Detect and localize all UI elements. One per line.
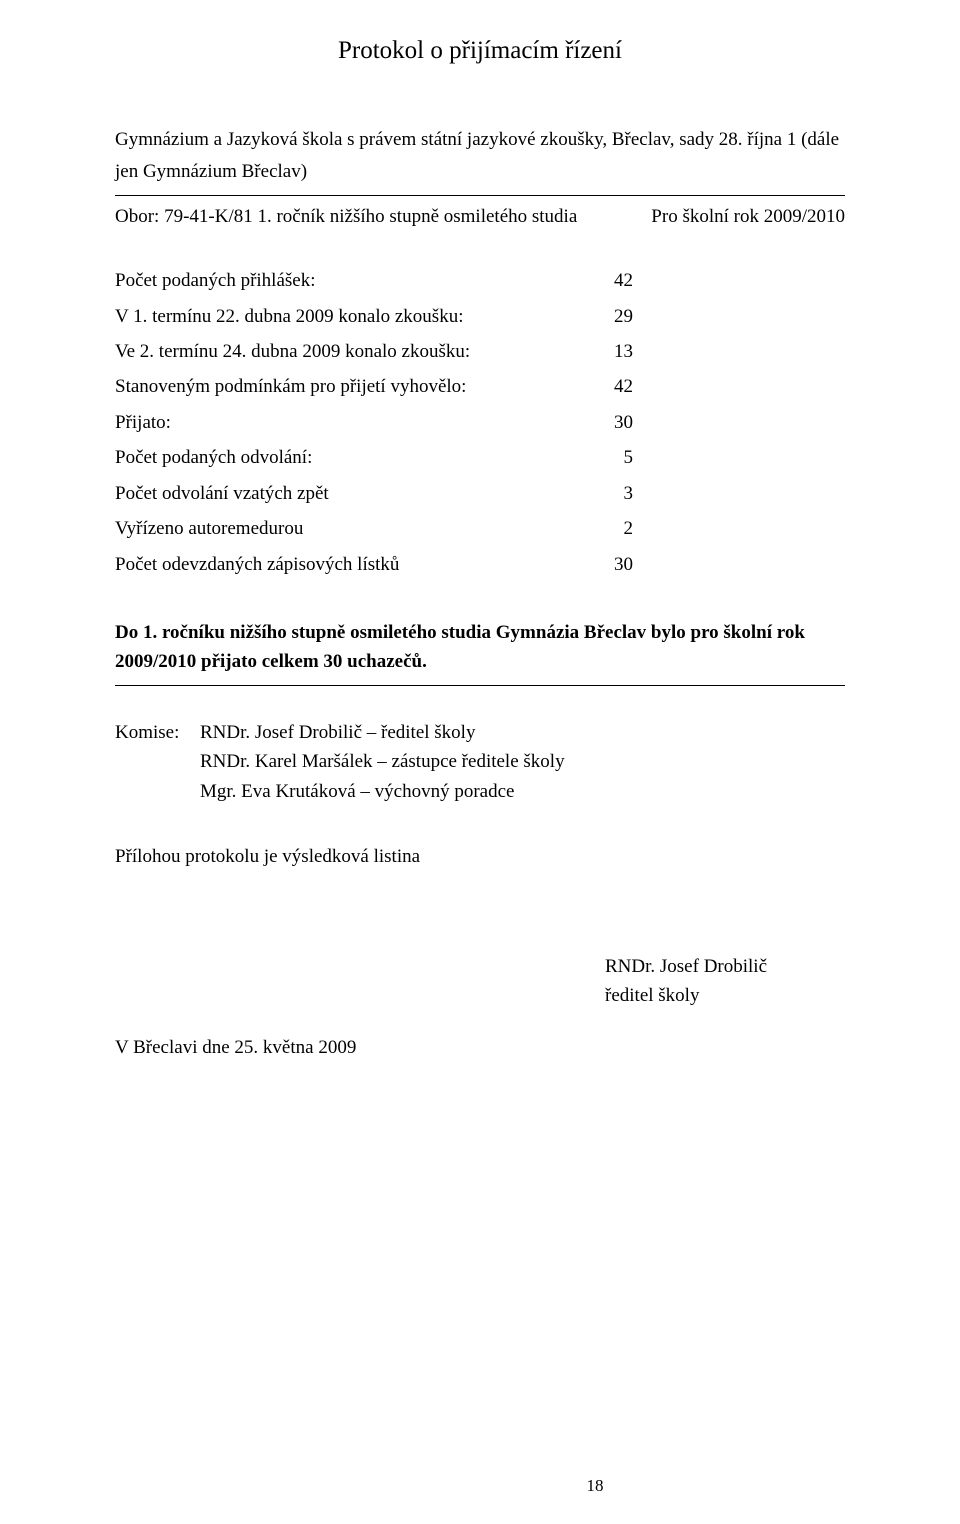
stat-value: 13: [583, 334, 633, 369]
divider: [115, 685, 845, 686]
stat-label: Počet odvolání vzatých zpět: [115, 476, 583, 511]
stat-value: 5: [583, 440, 633, 475]
page-title: Protokol o přijímacím řízení: [115, 32, 845, 71]
komise-block: Komise: RNDr. Josef Drobilič – ředitel š…: [115, 718, 845, 806]
table-row: Ve 2. termínu 24. dubna 2009 konalo zkou…: [115, 334, 633, 369]
komise-name: RNDr. Karel Maršálek – zástupce ředitele…: [200, 747, 565, 776]
table-row: V 1. termínu 22. dubna 2009 konalo zkouš…: [115, 299, 633, 334]
stat-value: 42: [583, 369, 633, 404]
stat-value: 30: [583, 547, 633, 582]
obor-right: Pro školní rok 2009/2010: [651, 202, 845, 231]
table-row: Počet podaných přihlášek: 42: [115, 263, 633, 298]
table-row: Vyřízeno autoremedurou 2: [115, 511, 633, 546]
signature-block: RNDr. Josef Drobilič ředitel školy: [605, 952, 845, 1011]
priloha-text: Přílohou protokolu je výsledková listina: [115, 842, 845, 871]
stat-value: 30: [583, 405, 633, 440]
stat-label: Počet odevzdaných zápisových lístků: [115, 547, 583, 582]
divider: [115, 195, 845, 196]
stat-label: V 1. termínu 22. dubna 2009 konalo zkouš…: [115, 299, 583, 334]
signature-role: ředitel školy: [605, 981, 845, 1010]
place-date: V Břeclavi dne 25. května 2009: [115, 1033, 845, 1062]
stats-table: Počet podaných přihlášek: 42 V 1. termín…: [115, 263, 633, 582]
stat-value: 3: [583, 476, 633, 511]
table-row: Stanoveným podmínkám pro přijetí vyhověl…: [115, 369, 633, 404]
stat-label: Počet podaných odvolání:: [115, 440, 583, 475]
komise-names: RNDr. Josef Drobilič – ředitel školy RND…: [200, 718, 565, 806]
stat-label: Vyřízeno autoremedurou: [115, 511, 583, 546]
summary-paragraph: Do 1. ročníku nižšího stupně osmiletého …: [115, 618, 845, 677]
intro-line-1: Gymnázium a Jazyková škola s právem stát…: [115, 125, 845, 154]
stat-value: 2: [583, 511, 633, 546]
stat-value: 42: [583, 263, 633, 298]
komise-label: Komise:: [115, 718, 200, 806]
obor-row: Obor: 79-41-K/81 1. ročník nižšího stupn…: [115, 202, 845, 231]
stat-label: Počet podaných přihlášek:: [115, 263, 583, 298]
komise-name: RNDr. Josef Drobilič – ředitel školy: [200, 718, 565, 747]
table-row: Počet odevzdaných zápisových lístků 30: [115, 547, 633, 582]
signature-name: RNDr. Josef Drobilič: [605, 952, 845, 981]
table-row: Přijato: 30: [115, 405, 633, 440]
obor-left: Obor: 79-41-K/81 1. ročník nižšího stupn…: [115, 202, 577, 231]
komise-name: Mgr. Eva Krutáková – výchovný poradce: [200, 777, 565, 806]
stat-label: Ve 2. termínu 24. dubna 2009 konalo zkou…: [115, 334, 583, 369]
page-number: 18: [115, 1473, 960, 1499]
table-row: Počet podaných odvolání: 5: [115, 440, 633, 475]
stat-label: Přijato:: [115, 405, 583, 440]
table-row: Počet odvolání vzatých zpět 3: [115, 476, 633, 511]
stat-value: 29: [583, 299, 633, 334]
stat-label: Stanoveným podmínkám pro přijetí vyhověl…: [115, 369, 583, 404]
intro-line-2: jen Gymnázium Břeclav): [115, 157, 845, 186]
